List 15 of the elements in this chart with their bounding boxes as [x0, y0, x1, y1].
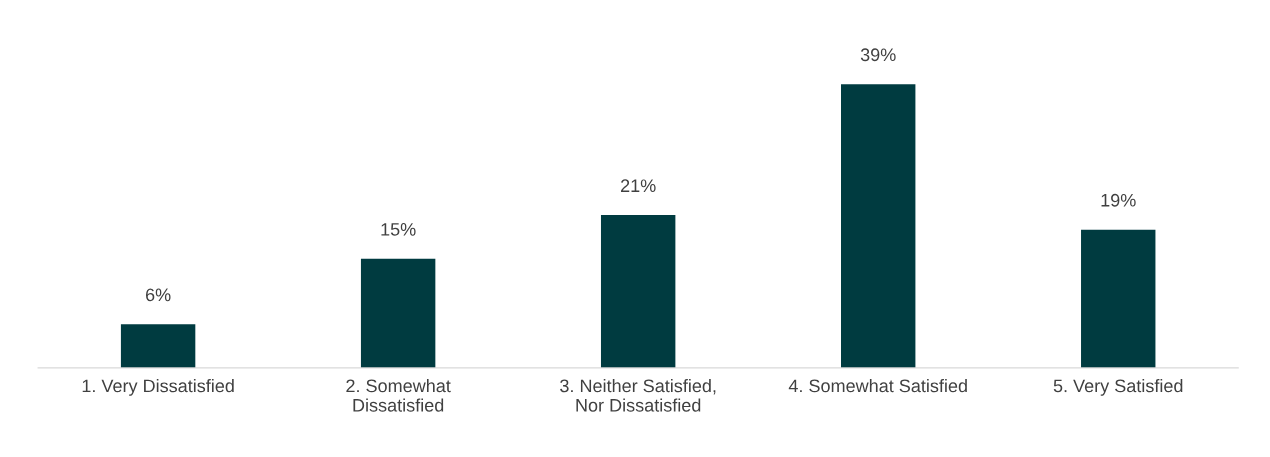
x-tick-label: 2. Somewhat Dissatisfied: [346, 379, 451, 412]
data-label: 6%: [145, 288, 171, 302]
x-tick-label: 1. Very Dissatisfied: [82, 379, 234, 396]
bar: [120, 324, 196, 368]
bar: [360, 258, 436, 368]
data-label: 15%: [381, 223, 416, 236]
data-label: 19%: [1101, 193, 1136, 207]
bar: [600, 215, 676, 368]
bar: [1081, 229, 1156, 368]
data-label: 39%: [860, 48, 896, 62]
x-tick-label: 3. Neither Satisfied, Nor Dissatisfied: [560, 379, 716, 412]
bar: [841, 84, 916, 368]
data-label: 21%: [621, 179, 656, 193]
x-tick-label: 5. Very Satisfied: [1053, 379, 1183, 396]
x-tick-label: 4. Somewhat Satisfied: [788, 379, 967, 393]
